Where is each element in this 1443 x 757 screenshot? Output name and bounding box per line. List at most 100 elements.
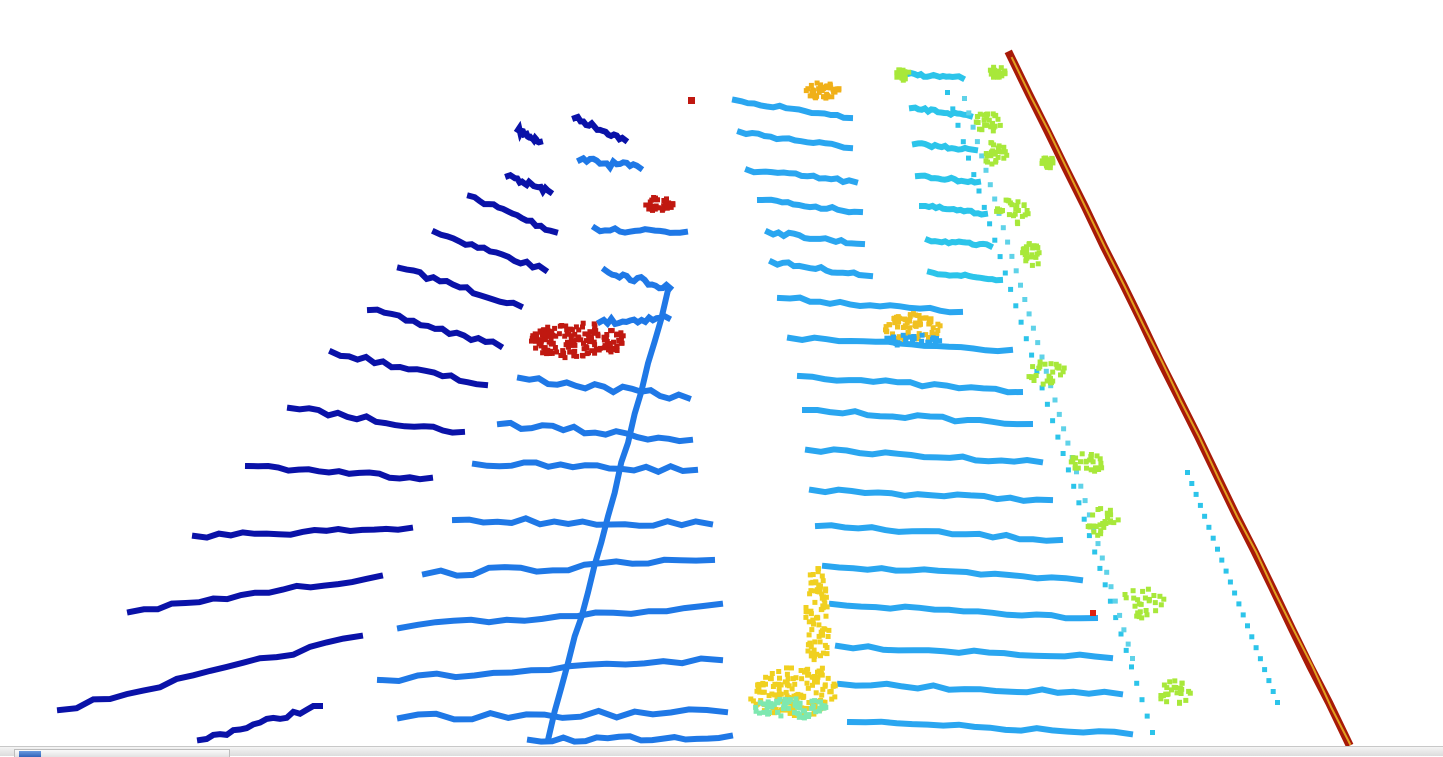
curb-point xyxy=(1039,385,1045,391)
curb-point xyxy=(1035,340,1041,346)
curb-point xyxy=(1039,354,1045,360)
vehicle-point xyxy=(829,94,835,100)
vegetation-point xyxy=(1107,507,1113,513)
vegetation-point xyxy=(1153,608,1159,614)
curb-point xyxy=(1219,557,1225,563)
vehicle-point xyxy=(820,650,826,656)
obstacle-point xyxy=(569,339,575,344)
obstacle-point xyxy=(549,329,555,335)
curb-point xyxy=(1061,426,1067,432)
vegetation-point xyxy=(1132,603,1138,609)
vegetation-point xyxy=(1144,612,1150,618)
vegetation-point xyxy=(984,115,990,121)
vehicle-point xyxy=(803,609,809,614)
scan-ring xyxy=(451,515,714,529)
vegetation-point xyxy=(1092,468,1098,474)
vegetation-point xyxy=(1039,158,1045,164)
vehicle-point xyxy=(794,704,800,710)
vehicle-point xyxy=(823,586,829,592)
vehicle-point xyxy=(826,627,832,633)
vegetation-point xyxy=(1098,528,1104,534)
vehicle-point xyxy=(755,685,761,691)
vehicle-point xyxy=(754,688,760,694)
curb-point xyxy=(974,139,980,145)
curb-point xyxy=(1206,524,1212,530)
curb-point xyxy=(1197,502,1203,508)
vegetation-point xyxy=(1158,693,1164,698)
vehicle-point xyxy=(772,692,778,698)
curb-point xyxy=(987,182,993,188)
scan-ring xyxy=(821,562,1084,584)
vegetation-point xyxy=(1088,452,1094,457)
obstacle-point xyxy=(556,331,562,337)
curb-point xyxy=(1125,641,1131,647)
vehicle-point xyxy=(903,335,909,341)
vehicle-point xyxy=(817,585,823,591)
vehicle-point xyxy=(810,703,816,709)
vegetation-point xyxy=(1178,691,1184,696)
vehicle-point xyxy=(903,340,909,346)
obstacle-point xyxy=(585,332,591,338)
vegetation-point xyxy=(1009,202,1015,208)
vehicle-point xyxy=(891,335,897,340)
obstacle-point xyxy=(612,345,618,351)
vehicle-point xyxy=(923,315,929,321)
curb-point xyxy=(966,155,971,161)
vegetation-point xyxy=(1177,699,1182,705)
vehicle-point xyxy=(824,94,830,100)
curb-point xyxy=(983,167,989,173)
curb-point xyxy=(992,237,998,243)
scan-ring xyxy=(396,706,729,723)
scan-ring xyxy=(776,294,964,316)
vehicle-point xyxy=(812,679,817,685)
curb-point xyxy=(981,204,987,210)
vehicle-point xyxy=(926,335,932,340)
vehicle-point xyxy=(776,669,782,674)
curb-point xyxy=(1099,555,1105,561)
vegetation-point xyxy=(1088,467,1094,473)
obstacle-point xyxy=(609,328,615,334)
obstacle-point xyxy=(604,339,610,344)
vehicle-point xyxy=(777,675,782,681)
vegetation-point xyxy=(1072,462,1078,467)
vehicle-point xyxy=(810,618,816,624)
curb-point xyxy=(945,90,950,95)
vegetation-point xyxy=(1049,156,1055,162)
vehicle-point xyxy=(803,88,809,94)
vegetation-point xyxy=(1091,529,1097,535)
vehicle-point xyxy=(820,605,826,611)
vegetation-point xyxy=(1097,522,1103,528)
vegetation-point xyxy=(1146,598,1152,604)
curb-point xyxy=(950,106,956,112)
vegetation-point xyxy=(1035,245,1041,251)
vehicle-point xyxy=(784,693,790,699)
taskbar-window-button[interactable] xyxy=(14,749,230,757)
vehicle-point xyxy=(809,89,815,95)
obstacle-point xyxy=(571,353,577,359)
vegetation-point xyxy=(1011,213,1016,219)
scan-ring xyxy=(901,69,967,83)
vehicle-point xyxy=(803,614,809,620)
vegetation-point xyxy=(1164,699,1170,705)
obstacle-point xyxy=(546,328,552,334)
vehicle-point xyxy=(825,83,831,89)
curb-point xyxy=(1257,656,1263,662)
vehicle-point xyxy=(814,614,820,620)
scan-ring xyxy=(571,113,630,145)
vehicle-point xyxy=(813,580,819,586)
vehicle-point xyxy=(804,680,810,686)
obstacle-point xyxy=(574,353,580,359)
vegetation-point xyxy=(1033,373,1039,378)
curb-point xyxy=(1150,730,1155,735)
scan-ring xyxy=(575,154,645,173)
vegetation-point xyxy=(1079,451,1085,457)
vegetation-point xyxy=(1130,588,1136,594)
vehicle-point xyxy=(766,693,772,699)
scan-ring xyxy=(834,642,1114,662)
obstacle-point xyxy=(562,355,568,361)
vehicle-point xyxy=(815,569,821,575)
vegetation-point xyxy=(1123,595,1129,601)
vehicle-point xyxy=(798,692,804,698)
